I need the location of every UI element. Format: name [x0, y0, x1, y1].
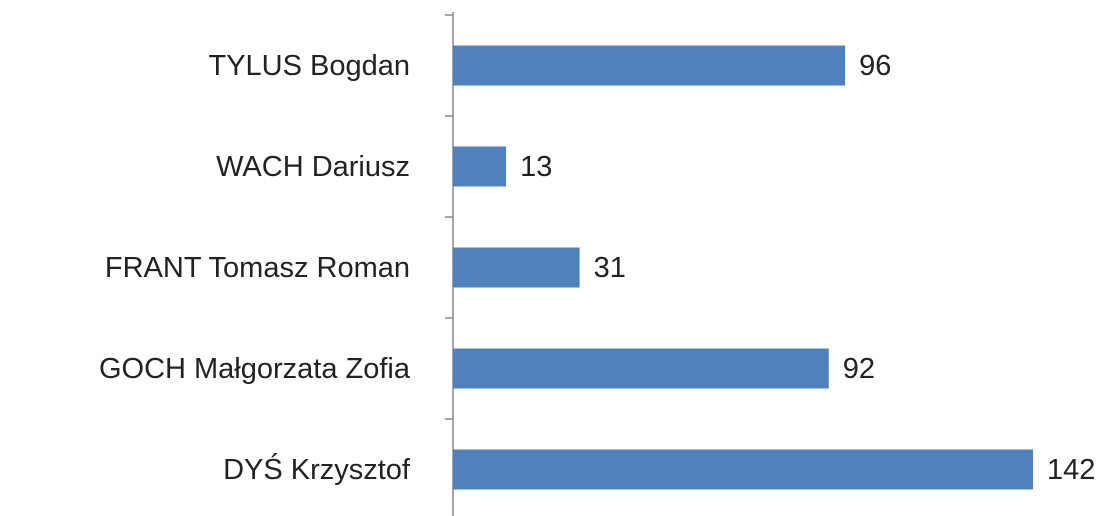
data-label: 92	[843, 353, 875, 385]
bar	[453, 45, 846, 86]
y-tick-label: DYŚ Krzysztof	[223, 452, 411, 486]
y-tick-label: FRANT Tomasz Roman	[105, 252, 410, 284]
bar	[453, 348, 829, 389]
data-label: 96	[859, 50, 891, 82]
y-tick-label: TYLUS Bogdan	[208, 50, 410, 82]
bar	[453, 449, 1033, 490]
bar	[453, 247, 580, 288]
data-label: 142	[1047, 454, 1095, 486]
y-tick-label: WACH Dariusz	[216, 151, 410, 183]
data-label: 13	[520, 151, 552, 183]
bar	[453, 146, 507, 187]
data-label: 31	[594, 252, 626, 284]
y-tick-label: GOCH Małgorzata Zofia	[99, 353, 411, 385]
